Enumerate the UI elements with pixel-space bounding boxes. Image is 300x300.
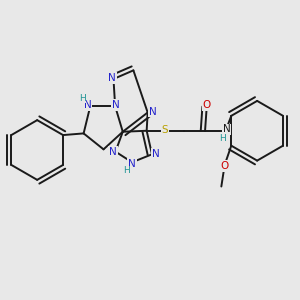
Text: O: O (202, 100, 211, 110)
Text: H: H (79, 94, 86, 103)
Text: N: N (149, 106, 157, 116)
Text: N: N (223, 124, 230, 134)
Text: N: N (112, 100, 120, 110)
Text: N: N (84, 100, 92, 110)
Text: N: N (152, 149, 160, 159)
Text: N: N (108, 73, 116, 83)
Text: N: N (109, 147, 117, 157)
Text: H: H (219, 134, 226, 142)
Text: H: H (123, 167, 130, 176)
Text: O: O (220, 161, 229, 171)
Text: N: N (128, 159, 136, 169)
Text: S: S (162, 125, 168, 135)
